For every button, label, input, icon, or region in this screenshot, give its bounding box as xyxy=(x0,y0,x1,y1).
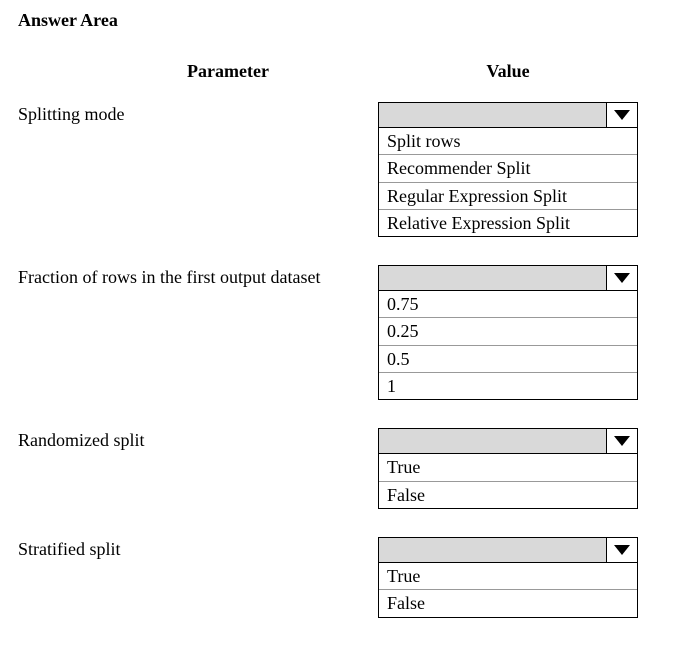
parameter-label: Fraction of rows in the first output dat… xyxy=(18,265,378,288)
dropdown[interactable] xyxy=(378,537,638,563)
value-block: 0.750.250.51 xyxy=(378,265,638,400)
value-block: TrueFalse xyxy=(378,537,638,618)
dropdown-option[interactable]: False xyxy=(379,482,637,508)
dropdown-field[interactable] xyxy=(379,103,607,127)
value-block: TrueFalse xyxy=(378,428,638,509)
dropdown-field[interactable] xyxy=(379,266,607,290)
value-block: Split rowsRecommender SplitRegular Expre… xyxy=(378,102,638,237)
dropdown-option[interactable]: False xyxy=(379,590,637,616)
parameter-label: Stratified split xyxy=(18,537,378,560)
dropdown-options: Split rowsRecommender SplitRegular Expre… xyxy=(378,128,638,237)
dropdown-option[interactable]: 0.5 xyxy=(379,346,637,373)
chevron-down-icon xyxy=(614,273,630,283)
dropdown-field[interactable] xyxy=(379,429,607,453)
dropdown-option[interactable]: 1 xyxy=(379,373,637,399)
parameter-row: Stratified splitTrueFalse xyxy=(18,537,661,618)
dropdown-option[interactable]: Regular Expression Split xyxy=(379,183,637,210)
dropdown-option[interactable]: True xyxy=(379,454,637,481)
chevron-down-icon xyxy=(614,436,630,446)
dropdown-options: TrueFalse xyxy=(378,563,638,618)
dropdown-button[interactable] xyxy=(607,429,637,453)
parameter-row: Randomized splitTrueFalse xyxy=(18,428,661,509)
parameter-label: Splitting mode xyxy=(18,102,378,125)
dropdown-button[interactable] xyxy=(607,266,637,290)
dropdown-field[interactable] xyxy=(379,538,607,562)
dropdown-button[interactable] xyxy=(607,538,637,562)
dropdown-option[interactable]: True xyxy=(379,563,637,590)
parameter-label: Randomized split xyxy=(18,428,378,451)
dropdown-option[interactable]: 0.75 xyxy=(379,291,637,318)
dropdown-option[interactable]: Relative Expression Split xyxy=(379,210,637,236)
chevron-down-icon xyxy=(614,110,630,120)
parameter-row: Splitting modeSplit rowsRecommender Spli… xyxy=(18,102,661,237)
dropdown[interactable] xyxy=(378,428,638,454)
dropdown-option[interactable]: Split rows xyxy=(379,128,637,155)
dropdown-options: 0.750.250.51 xyxy=(378,291,638,400)
parameter-row: Fraction of rows in the first output dat… xyxy=(18,265,661,400)
header-parameter: Parameter xyxy=(18,61,378,82)
dropdown[interactable] xyxy=(378,265,638,291)
header-value: Value xyxy=(378,61,638,82)
dropdown-button[interactable] xyxy=(607,103,637,127)
page-title: Answer Area xyxy=(18,10,661,31)
dropdown-option[interactable]: 0.25 xyxy=(379,318,637,345)
dropdown-option[interactable]: Recommender Split xyxy=(379,155,637,182)
chevron-down-icon xyxy=(614,545,630,555)
dropdown-options: TrueFalse xyxy=(378,454,638,509)
column-headers: Parameter Value xyxy=(18,61,661,82)
dropdown[interactable] xyxy=(378,102,638,128)
